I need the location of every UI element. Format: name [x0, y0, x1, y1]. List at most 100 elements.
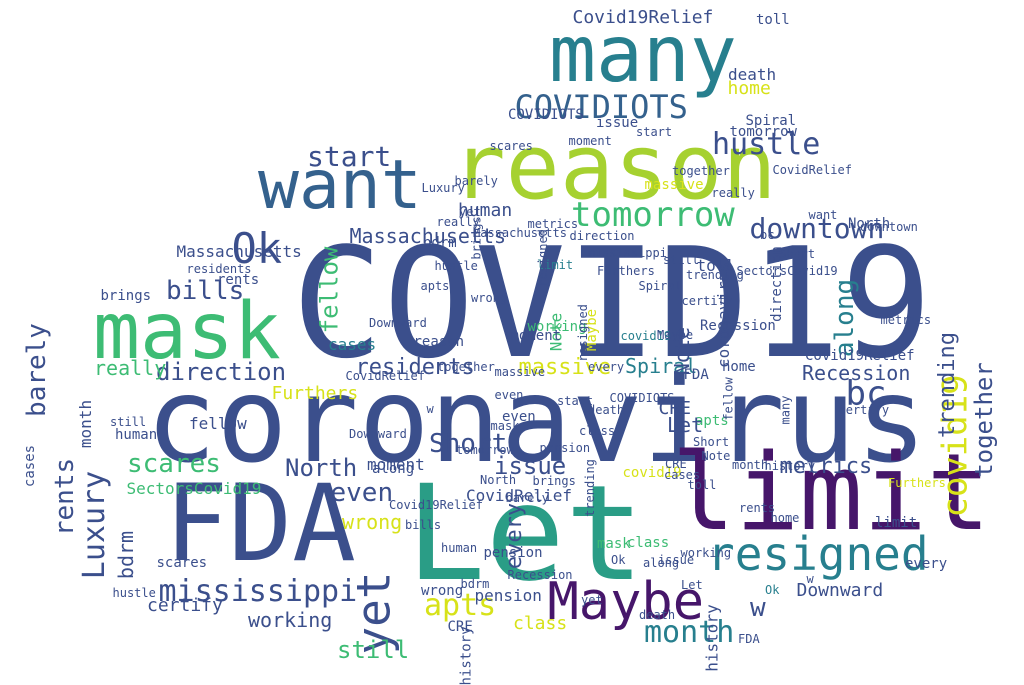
- word-human: human: [458, 200, 513, 221]
- word-ok: Ok: [611, 553, 626, 567]
- word-residents: residents: [186, 262, 252, 276]
- word-covid19: covid19: [620, 329, 672, 343]
- word-furthers: Furthers: [888, 476, 946, 490]
- word-wrong: wrong: [421, 583, 464, 599]
- word-massive: massive: [518, 355, 612, 380]
- word-let: Let: [667, 413, 704, 437]
- word-w: w: [806, 572, 814, 586]
- word-brings: brings: [532, 474, 576, 488]
- word-death: death: [588, 403, 625, 417]
- word-fda: FDA: [738, 632, 760, 646]
- word-apts: apts: [695, 413, 729, 429]
- word-start: start: [636, 125, 673, 139]
- word-direction: direction: [156, 358, 287, 386]
- word-spiral: Spiral: [638, 279, 682, 293]
- word-working: working: [527, 319, 587, 335]
- word-scares: scares: [127, 449, 221, 479]
- word-barely: barely: [454, 174, 498, 188]
- word-covidiots: COVIDIOTS: [508, 107, 584, 123]
- word-moment: moment: [510, 328, 562, 344]
- word-want: want: [258, 146, 422, 225]
- word-even: even: [330, 478, 394, 508]
- word-short: Short: [779, 247, 816, 261]
- word-class: class: [627, 535, 670, 551]
- word-even: even: [494, 388, 524, 402]
- word-along: along: [372, 461, 415, 477]
- word-toll: toll: [687, 478, 717, 492]
- word-recession: Recession: [507, 568, 573, 582]
- word-short: Short: [429, 429, 508, 459]
- word-covidiots: COVIDIOTS: [514, 88, 688, 126]
- word-hustle: hustle: [712, 127, 821, 162]
- word-limit: limit: [875, 515, 918, 531]
- word-massachusetts: Massachusetts: [176, 242, 302, 261]
- word-together: together: [672, 164, 730, 178]
- word-cre: CRE: [447, 619, 473, 635]
- word-massachusetts: Massachusetts: [473, 226, 567, 240]
- word-still: still: [110, 415, 147, 429]
- word-barely: barely: [21, 323, 52, 417]
- word-covidiots: COVIDIOTS: [609, 391, 675, 405]
- word-reason: reason: [413, 334, 465, 350]
- word-sectorscovid19: SectorsCovid19: [126, 479, 262, 498]
- word-cases: cases: [328, 335, 377, 354]
- word-downtown: downtown: [860, 220, 918, 234]
- word-massive: massive: [494, 365, 546, 379]
- word-maybe: Maybe: [657, 328, 694, 342]
- word-apts: apts: [424, 588, 497, 623]
- word-downtown: downtown: [749, 212, 885, 245]
- word-mississippi: mississippi: [587, 246, 667, 260]
- word-pension: pension: [483, 545, 543, 561]
- word-along: along: [643, 556, 680, 570]
- word-recession: Recession: [700, 318, 776, 334]
- word-covid19relief: Covid19Relief: [572, 7, 714, 28]
- word-bills: bills: [166, 276, 245, 306]
- word-start: start: [307, 140, 392, 173]
- word-covid19relief: Covid19Relief: [389, 498, 483, 512]
- word-really: really: [94, 356, 167, 380]
- word-covid19relief: Covid19Relief: [805, 348, 915, 364]
- word-limit: limit: [671, 431, 991, 554]
- word-wrong: wrong: [342, 510, 403, 534]
- word-downward: Downward: [796, 580, 884, 601]
- word-pension: pension: [474, 586, 542, 605]
- word-along: along: [830, 278, 861, 358]
- word-still: still: [663, 253, 700, 267]
- word-coronavirus: coronavirus: [145, 351, 927, 489]
- word-issue: issue: [596, 115, 639, 131]
- word-start: start: [557, 394, 594, 408]
- word-apts: apts: [420, 279, 450, 293]
- word-note: Note: [701, 449, 731, 463]
- word-luxury: Luxury: [77, 470, 113, 580]
- word-let: Let: [406, 457, 645, 611]
- word-scares: scares: [489, 139, 533, 153]
- word-trending: trending: [934, 332, 960, 438]
- word-luxury: Luxury: [421, 181, 465, 195]
- word-every: every: [905, 556, 948, 572]
- word-massive: massive: [644, 177, 704, 193]
- word-direction: direction: [569, 229, 635, 243]
- word-north: North: [285, 454, 358, 482]
- word-furthers: Furthers: [271, 383, 359, 404]
- word-home: home: [727, 78, 771, 99]
- word-rents: rents: [739, 501, 776, 515]
- word-sectorscovid19: SectorsCovid19: [736, 264, 838, 278]
- word-scares: scares: [156, 555, 208, 571]
- word-limit: limit: [537, 258, 574, 272]
- word-death: death: [639, 608, 676, 622]
- word-metrics: metrics: [880, 313, 932, 327]
- word-maybe: Maybe: [547, 572, 705, 632]
- word-month: month: [732, 458, 769, 472]
- word-home: home: [770, 511, 800, 525]
- word-hustle: hustle: [434, 259, 478, 273]
- word-fda: FDA: [683, 367, 709, 383]
- word-fellow: fellow: [314, 246, 343, 334]
- word-bills: bills: [405, 518, 442, 532]
- word-certify: certify: [147, 595, 223, 616]
- word-death: death: [728, 65, 777, 84]
- word-trending: trending: [686, 268, 744, 282]
- word-moment: moment: [367, 455, 425, 474]
- word-reason: reason: [451, 115, 777, 220]
- word-really: really: [436, 215, 480, 229]
- word-bc: bc: [845, 374, 887, 414]
